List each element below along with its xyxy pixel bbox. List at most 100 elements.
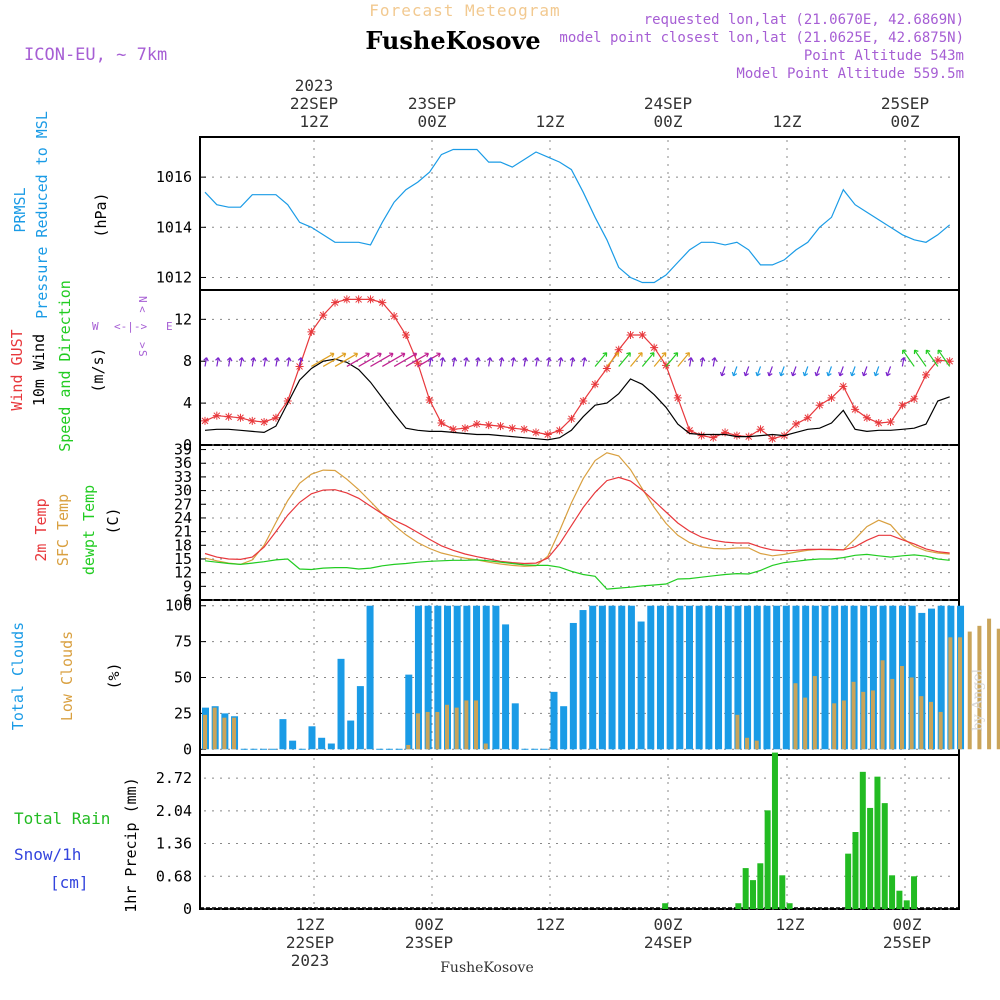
gust-point <box>236 413 245 422</box>
wind-direction-arrow <box>523 357 527 367</box>
low-clouds-bar <box>483 743 488 750</box>
wind-direction-arrow <box>914 349 927 367</box>
wind-arrow-head <box>885 371 891 377</box>
gust-point <box>661 361 670 370</box>
wind-arrow-head <box>412 352 418 358</box>
precip-tick-label: 0.68 <box>156 867 192 885</box>
gust-point <box>626 331 635 340</box>
bottom-tick-time: 12Z <box>296 915 325 934</box>
wind-compass-icon: N < > S W <-|-> E <box>92 296 173 357</box>
wind-arrow-head <box>755 371 761 377</box>
gust-point <box>342 295 351 304</box>
wind-direction-arrow <box>641 352 655 367</box>
low-clouds-bar <box>977 625 982 750</box>
bottom-year: 2023 <box>291 951 330 970</box>
clouds-tick-label: 100 <box>165 597 192 615</box>
temp-tick-label: 18 <box>174 536 192 554</box>
wind-arrow-head <box>649 352 655 357</box>
low-clouds-bar <box>909 677 914 750</box>
gust-point <box>803 413 812 422</box>
low-clouds-label: Low Clouds <box>58 631 76 721</box>
temp-tick-label: 12 <box>174 564 192 582</box>
rain-bar <box>874 776 881 909</box>
wind-direction-arrow <box>803 366 809 377</box>
wind-arrow-head <box>262 357 268 362</box>
total-clouds-bar <box>463 605 471 750</box>
wind-direction-arrow <box>405 352 429 367</box>
total-clouds-bar <box>618 605 626 750</box>
low-clouds-bar <box>415 713 420 750</box>
low-clouds-bar <box>890 678 895 750</box>
gust-point <box>839 382 848 391</box>
labels: Forecast Meteogram FusheKosove ICON-EU, … <box>8 1 986 976</box>
wind-arrow-head <box>900 357 907 362</box>
top-tick-time: 00Z <box>891 112 920 131</box>
gust-point <box>212 411 221 420</box>
total-clouds-bar <box>647 605 655 750</box>
total-clouds-bar <box>502 624 510 750</box>
wind-direction-arrow <box>559 357 562 367</box>
gust-point <box>721 428 730 437</box>
wind-direction-arrow <box>886 366 892 377</box>
gust-point <box>496 422 505 431</box>
wind-arrow-head <box>711 357 718 362</box>
wind-arrow-head <box>377 352 382 358</box>
total-clouds-bar <box>773 605 781 750</box>
wind-arrow-head <box>250 357 257 362</box>
low-clouds-bar <box>948 637 953 750</box>
gust-point <box>461 424 470 433</box>
wind-direction-arrow <box>792 366 797 377</box>
wind-direction-arrow <box>839 366 844 377</box>
dewpt-line <box>204 553 950 590</box>
total-clouds-bar <box>937 605 945 750</box>
total-clouds-bar <box>444 605 451 750</box>
rain-bar <box>889 875 896 909</box>
product-title: Forecast Meteogram <box>369 1 560 20</box>
wind-gust-label: Wind GUST <box>8 329 26 410</box>
compass-arrow-upper: < <box>136 306 149 313</box>
gust-point <box>673 393 682 402</box>
total-clouds-bar <box>889 605 897 750</box>
gust-point <box>709 433 718 442</box>
temp-tick-label: 21 <box>174 523 192 541</box>
wind-direction-arrow <box>535 357 539 367</box>
rain-bar <box>903 900 910 909</box>
wind-arrow-head <box>424 352 430 358</box>
gust-point <box>851 405 860 414</box>
compass-north: N <box>136 296 149 303</box>
wind-arrow-head <box>400 352 406 358</box>
gust-point <box>579 397 588 406</box>
total-clouds-bar <box>821 605 829 750</box>
wind-arrow-head <box>790 371 797 377</box>
low-clouds-bar <box>929 701 933 750</box>
wind-arrow-head <box>719 371 726 377</box>
snow-label: Snow/1h <box>14 845 81 864</box>
wind-direction-arrow <box>476 357 480 367</box>
wind-direction-arrow <box>630 352 643 367</box>
wind-arrow-head <box>925 349 931 355</box>
gust-line <box>204 298 950 440</box>
wind-arrow-head <box>850 371 856 377</box>
top-tick-time: 00Z <box>418 112 447 131</box>
total-clouds-bar <box>308 726 316 750</box>
rain-bar <box>742 868 749 909</box>
rain-bar <box>852 832 859 909</box>
wind-arrow-head <box>581 357 588 362</box>
panel-frame <box>199 754 960 910</box>
wind-direction-arrow <box>287 357 290 367</box>
total-clouds-bar <box>705 605 713 750</box>
gust-point <box>910 394 919 403</box>
panel-frames <box>199 136 960 910</box>
temp-tick-label: 36 <box>174 454 192 472</box>
gust-point <box>543 430 552 439</box>
wind-arrow-head <box>486 357 493 362</box>
gust-point <box>922 370 931 379</box>
gust-point <box>815 401 824 410</box>
rain-label: Total Rain <box>14 809 110 828</box>
wind-direction-arrow <box>815 366 821 377</box>
total-clouds-bar <box>831 605 839 750</box>
low-clouds-bar <box>967 631 972 750</box>
temp-tick-label: 6 <box>183 591 192 609</box>
temp-tick-label: 24 <box>174 509 192 527</box>
total-clouds-bar <box>579 610 587 750</box>
